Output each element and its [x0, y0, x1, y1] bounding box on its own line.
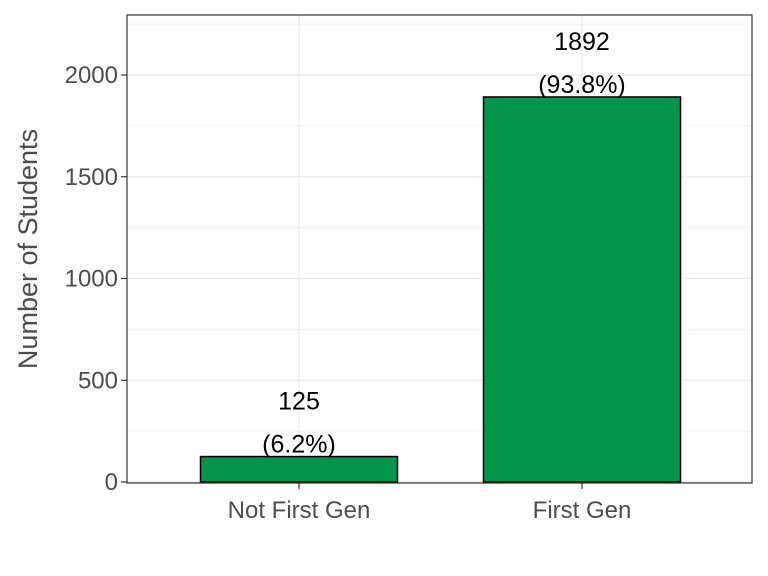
panel-border	[126, 14, 753, 484]
count-label: 1892	[554, 28, 610, 56]
y-tick-label: 0	[105, 469, 118, 496]
data-labels: (6.2%) 125 (93.8%) 1892	[262, 28, 626, 459]
gridlines	[127, 15, 752, 483]
y-tick-label: 1000	[65, 266, 118, 293]
x-tick-label: First Gen	[533, 497, 632, 524]
x-axis: Not First Gen First Gen	[228, 483, 632, 524]
y-axis: 0 500 1000 1500 2000	[65, 62, 127, 496]
y-tick-label: 1500	[65, 164, 118, 191]
bar	[482, 96, 682, 483]
y-tick-label: 500	[78, 367, 118, 394]
count-label: 125	[278, 388, 320, 416]
bars	[199, 96, 682, 483]
bar	[199, 455, 399, 483]
x-tick-label: Not First Gen	[228, 497, 371, 524]
y-tick-label: 2000	[65, 62, 118, 89]
percent-label: (93.8%)	[538, 71, 626, 99]
percent-label: (6.2%)	[262, 431, 336, 459]
y-axis-title: Number of Students	[13, 129, 43, 369]
